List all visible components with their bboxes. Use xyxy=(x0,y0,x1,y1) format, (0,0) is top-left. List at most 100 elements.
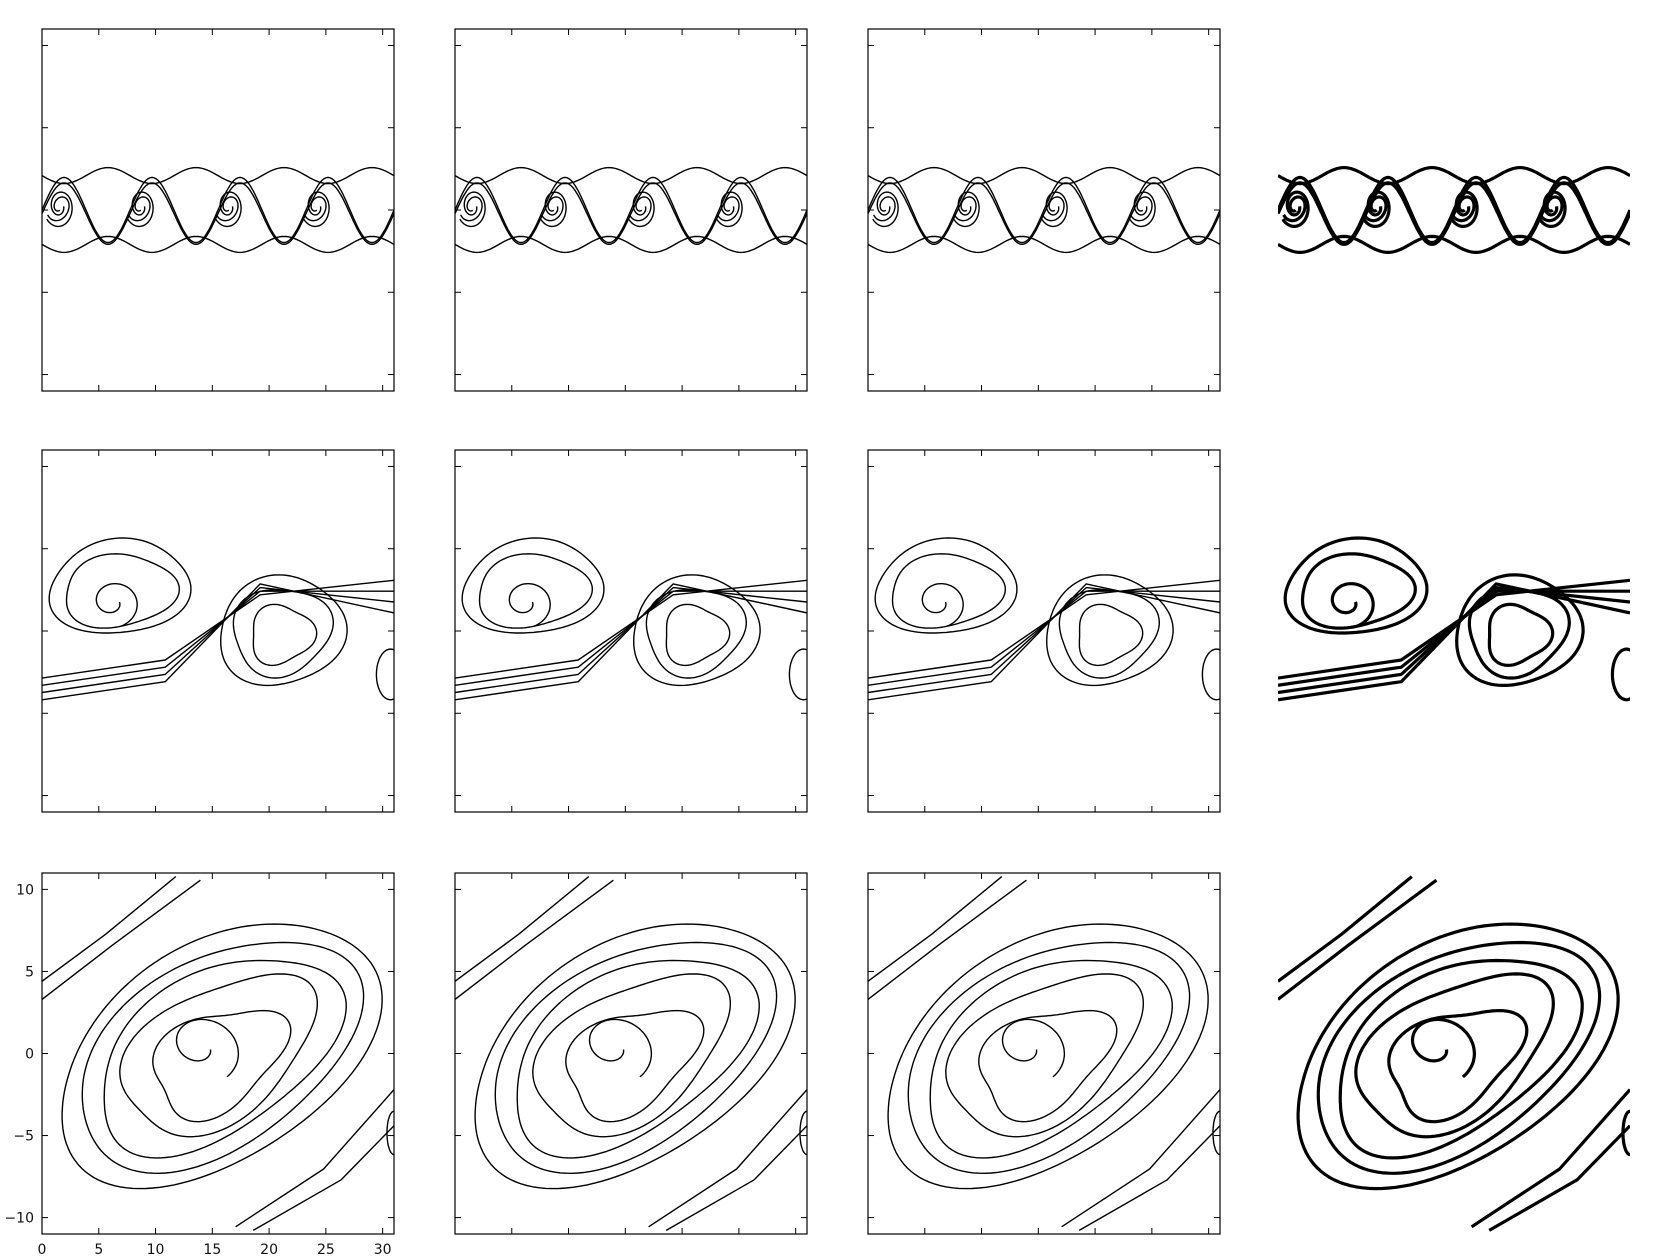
contour-line xyxy=(46,191,73,228)
contour-line xyxy=(1296,922,1620,1191)
panel-r3-c1: 0 5 10 15 20 25 30 10 5 0 −5 −10 xyxy=(4,872,395,1258)
contour-line xyxy=(929,959,1173,1159)
contour-line xyxy=(1129,191,1156,228)
contour-line xyxy=(1538,190,1567,228)
contour-lines xyxy=(1278,536,1630,702)
panel-r3-c2 xyxy=(454,872,808,1235)
y-tick-label: 10 xyxy=(16,882,34,898)
y-tick-label: −10 xyxy=(4,1211,34,1227)
contour-line xyxy=(455,176,807,244)
x-tick-label: 25 xyxy=(317,1242,335,1258)
contour-line xyxy=(47,196,70,222)
contour-line xyxy=(1451,195,1476,223)
contour-lines xyxy=(1278,875,1630,1232)
contour-line xyxy=(887,923,1209,1190)
contour-line xyxy=(868,879,1027,1000)
contour-line xyxy=(516,959,760,1159)
contour-line xyxy=(175,1018,240,1078)
contour-line xyxy=(152,1009,292,1123)
contour-line xyxy=(461,537,605,634)
contour-line xyxy=(1278,166,1630,186)
contour-line xyxy=(872,191,899,228)
contour-line xyxy=(303,196,327,222)
x-tick-label: 30 xyxy=(374,1242,392,1258)
contour-line xyxy=(648,1089,807,1228)
contour-line xyxy=(252,1125,394,1232)
contour-line xyxy=(42,166,394,185)
contour-line xyxy=(953,196,977,222)
panel-r1-c3 xyxy=(867,28,1221,392)
panel-r1-c2 xyxy=(454,28,808,392)
contour-line xyxy=(42,579,394,679)
contour-line xyxy=(42,176,394,244)
x-tick-label: 20 xyxy=(260,1242,278,1258)
contour-line xyxy=(508,583,551,627)
contour-line xyxy=(375,648,394,701)
x-tick-label: 15 xyxy=(203,1242,221,1258)
contour-line xyxy=(215,196,239,222)
contour-line xyxy=(42,586,394,694)
contour-line xyxy=(868,166,1220,185)
contour-line xyxy=(921,583,964,627)
panel-r3-c3 xyxy=(867,872,1221,1235)
contour-line xyxy=(628,196,652,222)
contour-line xyxy=(81,941,365,1174)
contour-line xyxy=(474,923,796,1190)
contour-line xyxy=(1278,582,1630,702)
contour-line xyxy=(1363,195,1388,223)
contour-line xyxy=(1278,875,1413,983)
panel-r2-c4 xyxy=(1278,536,1630,702)
contour-line xyxy=(716,196,740,222)
contour-line xyxy=(455,590,807,686)
contour-line xyxy=(1470,1088,1630,1229)
contour-lines xyxy=(42,166,394,254)
x-tick-label: 5 xyxy=(94,1242,103,1258)
contour-line xyxy=(540,191,567,228)
contour-line xyxy=(799,1110,807,1156)
panel-r2-c2 xyxy=(454,449,808,813)
panel-r1-c1 xyxy=(41,28,395,392)
contour-line xyxy=(1316,940,1602,1175)
contour-line xyxy=(1362,190,1391,228)
panel-frame xyxy=(454,449,808,813)
contour-line xyxy=(868,176,1220,244)
contour-line xyxy=(386,1110,394,1156)
contour-line xyxy=(633,574,761,687)
y-tick-label: 0 xyxy=(25,1047,34,1063)
contour-line xyxy=(42,590,394,686)
x-tick-label: 0 xyxy=(38,1242,47,1258)
contour-lines xyxy=(1278,166,1630,254)
contour-line xyxy=(1487,602,1555,667)
contour-line xyxy=(1041,196,1065,222)
contour-line xyxy=(459,191,486,228)
contour-line xyxy=(953,191,980,228)
panel-r2-c3 xyxy=(867,449,1221,813)
contour-line xyxy=(455,876,590,982)
contour-line xyxy=(540,196,564,222)
contour-line xyxy=(215,191,242,228)
contour-line xyxy=(1041,191,1068,228)
contour-line xyxy=(42,583,394,701)
contour-line xyxy=(788,648,807,701)
contour-line xyxy=(1001,1018,1066,1078)
contour-line xyxy=(220,574,348,687)
contour-line xyxy=(1278,234,1630,254)
contour-line xyxy=(1129,196,1153,222)
contour-line xyxy=(455,166,807,185)
contour-line xyxy=(874,537,1018,634)
contour-line xyxy=(665,1125,807,1232)
contour-lines xyxy=(868,537,1220,701)
contour-lines xyxy=(868,166,1220,254)
contour-line xyxy=(868,876,1003,982)
contour-lines xyxy=(455,166,807,254)
contour-line xyxy=(1283,536,1429,635)
contour-line xyxy=(665,603,731,667)
panel-r1-c4 xyxy=(1278,166,1630,254)
contour-lines xyxy=(868,876,1220,1232)
contour-line xyxy=(61,923,383,1190)
contour-line xyxy=(42,182,394,245)
panel-r3-c4 xyxy=(1278,875,1630,1232)
contour-line xyxy=(303,191,330,228)
contour-line xyxy=(1354,972,1555,1139)
